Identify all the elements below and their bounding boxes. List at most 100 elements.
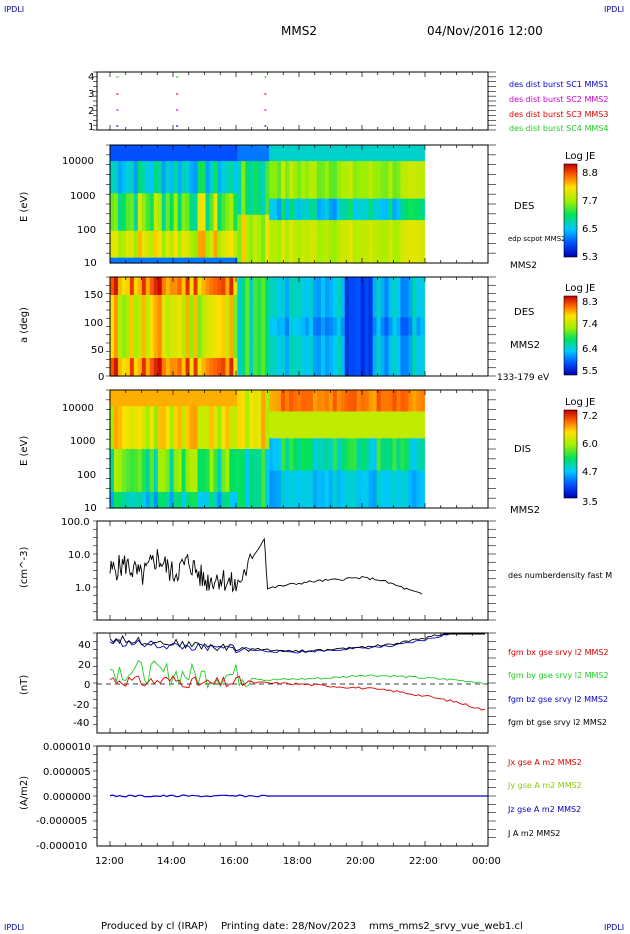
heatmap-cell <box>117 225 123 232</box>
heatmap-cell <box>356 438 362 445</box>
heatmap-cell <box>137 438 143 445</box>
heatmap-cell <box>249 454 254 461</box>
heatmap-cell <box>293 422 298 429</box>
legend-burst-mms3: des dist burst SC3 MMS3 <box>509 110 608 119</box>
heatmap-cell <box>316 145 322 151</box>
heatmap-cell <box>161 454 167 461</box>
heatmap-cell <box>404 193 410 200</box>
heatmap-cell <box>340 236 346 243</box>
heatmap-cell <box>273 295 278 301</box>
heatmap-cell <box>173 308 179 314</box>
heatmap-cell <box>241 358 246 364</box>
heatmap-cell <box>281 459 286 466</box>
heatmap-cell <box>372 225 378 232</box>
heatmap-cell <box>185 411 191 418</box>
heatmap-cell <box>253 349 258 355</box>
heatmap-cell <box>201 145 207 151</box>
heatmap-cell <box>249 416 254 423</box>
heatmap-cell <box>205 344 211 350</box>
heatmap-cell <box>181 443 187 450</box>
heatmap-cell <box>125 155 131 162</box>
heatmap-cell <box>197 502 203 509</box>
heatmap-cell <box>360 443 366 450</box>
heatmap-cell <box>304 353 310 359</box>
heatmap-cell <box>117 449 123 455</box>
heatmap-cell <box>213 317 219 323</box>
heatmap-cell <box>300 225 306 232</box>
heatmap-cell <box>169 465 175 472</box>
heatmap-cell <box>324 438 330 445</box>
heatmap-cell <box>396 362 402 368</box>
heatmap-cell <box>273 326 278 332</box>
heatmap-cell <box>396 335 402 341</box>
heatmap-cell <box>129 454 135 461</box>
heatmap-cell <box>285 406 290 413</box>
heatmap-cell <box>129 155 135 162</box>
heatmap-cell <box>396 155 402 162</box>
heatmap-cell <box>340 198 346 205</box>
heatmap-cell <box>153 225 159 232</box>
heatmap-cell <box>265 177 270 184</box>
heatmap-cell <box>185 443 191 450</box>
heatmap-cell <box>217 486 223 493</box>
heatmap-cell <box>312 390 318 396</box>
heatmap-cell <box>312 427 318 434</box>
heatmap-cell <box>328 449 334 455</box>
heatmap-cell <box>368 322 374 328</box>
heatmap-cell <box>229 486 234 493</box>
heatmap-cell <box>221 277 226 283</box>
heatmap-cell <box>217 371 223 377</box>
heatmap-cell <box>125 313 131 319</box>
heatmap-cell <box>113 432 119 439</box>
heatmap-cell <box>332 358 338 364</box>
heatmap-cell <box>312 331 318 337</box>
heatmap-cell <box>420 225 425 232</box>
heatmap-cell <box>157 395 163 402</box>
heatmap-cell <box>257 220 262 227</box>
heatmap-cell <box>201 281 207 287</box>
heatmap-cell <box>281 236 286 243</box>
heatmap-cell <box>297 326 302 332</box>
heatmap-cell <box>376 286 382 292</box>
heatmap-cell <box>324 400 330 407</box>
heatmap-cell <box>257 290 262 296</box>
heatmap-cell <box>129 313 135 319</box>
heatmap-cell <box>364 481 370 488</box>
heatmap-cell <box>133 358 139 364</box>
heatmap-cell <box>360 475 366 482</box>
heatmap-cell <box>221 362 226 368</box>
heatmap-cell <box>129 166 135 173</box>
heatmap-cell <box>149 150 155 157</box>
heatmap-cell <box>157 371 163 377</box>
heatmap-cell <box>277 400 282 407</box>
heatmap-cell <box>308 166 314 173</box>
heatmap-cell <box>308 367 314 373</box>
heatmap-cell <box>173 491 179 498</box>
heatmap-cell <box>420 177 425 184</box>
heatmap-cell <box>245 145 250 151</box>
heatmap-cell <box>332 322 338 328</box>
heatmap-cell <box>253 486 258 493</box>
heatmap-cell <box>328 299 334 305</box>
heatmap-cell <box>177 427 183 434</box>
heatmap-cell <box>308 475 314 482</box>
heatmap-cell <box>265 290 270 296</box>
heatmap-cell <box>400 241 406 248</box>
heatmap-cell <box>145 491 151 498</box>
heatmap-cell <box>261 491 266 498</box>
heatmap-cell <box>249 443 254 450</box>
heatmap-cell <box>201 344 207 350</box>
heatmap-cell <box>157 241 163 248</box>
heatmap-cell <box>328 281 334 287</box>
heatmap-cell <box>416 353 421 359</box>
heatmap-cell <box>133 459 139 466</box>
heatmap-cell <box>396 246 402 253</box>
heatmap-cell <box>257 358 262 364</box>
heatmap-cell <box>400 286 406 292</box>
heatmap-cell <box>364 230 370 237</box>
heatmap-cell <box>324 171 330 178</box>
heatmap-cell <box>189 193 195 200</box>
heatmap-cell <box>185 416 191 423</box>
heatmap-cell <box>368 225 374 232</box>
heatmap-cell <box>169 459 175 466</box>
